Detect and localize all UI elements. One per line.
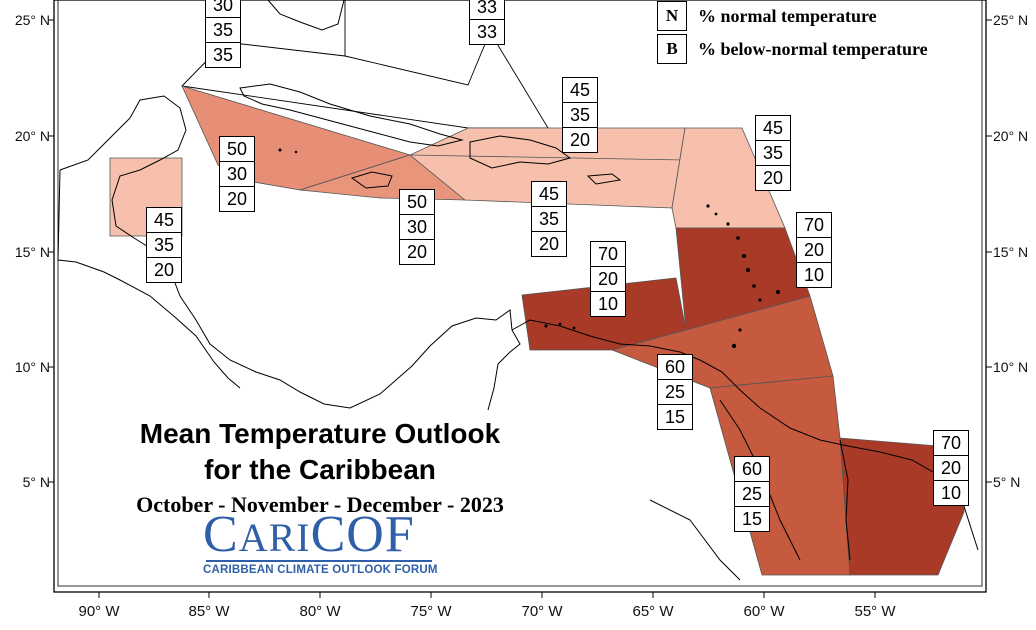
prob-box-trinidad: 60 25 15 [657,354,693,430]
lon-label: 85° W [188,603,230,620]
legend-key-normal: N [657,1,687,31]
prob-box-abc-islands: 70 20 10 [590,241,626,317]
lat-label: 25° N [993,12,1029,28]
lat-label: 10° N [14,359,50,375]
caricof-logo: CARICOF [203,509,415,564]
prob-box-caribbean-south-central: 45 35 20 [531,181,567,257]
prob-value: 20 [563,127,597,152]
map-title-line2: for the Caribbean [204,454,436,485]
prob-box-guyana: 60 25 15 [734,456,770,532]
lon-label: 60° W [743,603,785,620]
lon-label: 80° W [299,603,341,620]
prob-box-windwards: 70 20 10 [796,212,832,288]
prob-value: 70 [597,244,619,264]
lon-label: 55° W [854,603,896,620]
prob-value: 35 [532,206,566,231]
prob-value: 45 [569,80,591,100]
prob-value: 45 [153,210,175,230]
logo-letter-c: C [203,506,239,563]
logo-underline [206,560,432,562]
prob-value: 60 [664,357,686,377]
lesser-antilles [278,148,780,349]
zone-guyana [709,375,851,576]
prob-value: 50 [406,192,428,212]
prob-value: 20 [934,455,968,480]
prob-box-bahamas-east: 33 33 [469,0,505,45]
lat-label: 20° N [14,128,50,144]
prob-box-jamaica: 50 30 20 [399,189,435,265]
prob-value: 20 [797,237,831,262]
prob-box-hispaniola-north: 45 35 20 [562,77,598,153]
prob-value: 60 [741,459,763,479]
lat-label: 15° N [14,244,50,260]
prob-value: 35 [206,17,240,42]
prob-box-belize: 45 35 20 [146,207,182,283]
prob-value: 70 [803,215,825,235]
logo-letters-ari: ARI [238,515,311,560]
prob-box-northern-leewards: 45 35 20 [755,115,791,191]
prob-value: 45 [762,118,784,138]
prob-value: 20 [400,239,434,264]
map-title-line1: Mean Temperature Outlook [139,418,501,449]
prob-value: 33 [470,19,504,44]
prob-value: 30 [400,214,434,239]
prob-value: 20 [220,186,254,211]
lat-label: 20° N [993,128,1029,144]
map-frame-inner [57,0,983,587]
lat-label: 5° N [22,474,50,490]
prob-value: 15 [735,506,769,531]
prob-value: 20 [147,257,181,282]
prob-value: 25 [735,481,769,506]
forecast-period: October - November - December - 2023 [136,492,504,517]
prob-box-bahamas-west: 30 35 35 [205,0,241,68]
legend-text-below: % below-normal temperature [698,39,928,59]
lat-label: 15° N [993,244,1029,260]
prob-value: 70 [940,433,962,453]
lat-label: 5° N [993,474,1021,490]
prob-value: 20 [591,266,625,291]
lat-label: 25° N [14,12,50,28]
lon-label: 65° W [632,603,674,620]
prob-value: 30 [212,0,234,15]
prob-value: 15 [658,404,692,429]
prob-value: 50 [226,139,248,159]
lat-label: 10° N [993,359,1029,375]
axis-ticks [48,19,992,598]
logo-letters-cof: COF [310,506,415,563]
prob-box-suriname-guiana: 70 20 10 [933,430,969,506]
prob-value: 35 [206,42,240,67]
prob-value: 20 [756,165,790,190]
prob-value: 10 [934,480,968,505]
lon-label: 70° W [521,603,563,620]
prob-box-cayman-cuba: 50 30 20 [219,136,255,212]
prob-value: 30 [220,161,254,186]
prob-value: 35 [147,232,181,257]
legend-key-below: B [657,34,687,64]
prob-value: 33 [476,0,498,17]
prob-value: 10 [591,291,625,316]
map-frame [53,0,987,593]
prob-value: 25 [658,379,692,404]
logo-tagline: CARIBBEAN CLIMATE OUTLOOK FORUM [203,564,438,576]
prob-value: 35 [563,102,597,127]
prob-value: 35 [756,140,790,165]
prob-value: 20 [532,231,566,256]
legend-text-normal: % normal temperature [698,6,877,26]
lon-label: 90° W [78,603,120,620]
prob-value: 45 [538,184,560,204]
prob-value: 10 [797,262,831,287]
lon-label: 75° W [410,603,452,620]
